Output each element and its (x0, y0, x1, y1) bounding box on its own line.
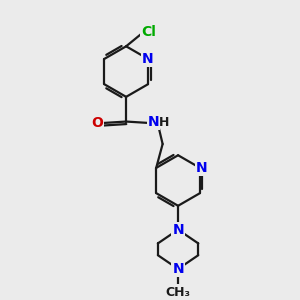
Text: N: N (148, 116, 160, 129)
Text: N: N (172, 223, 184, 237)
Text: CH₃: CH₃ (166, 286, 190, 299)
Text: O: O (92, 116, 104, 130)
Text: H: H (159, 116, 169, 129)
Text: N: N (142, 52, 154, 66)
Text: N: N (172, 262, 184, 276)
Text: N: N (196, 161, 207, 175)
Text: Cl: Cl (141, 25, 156, 39)
